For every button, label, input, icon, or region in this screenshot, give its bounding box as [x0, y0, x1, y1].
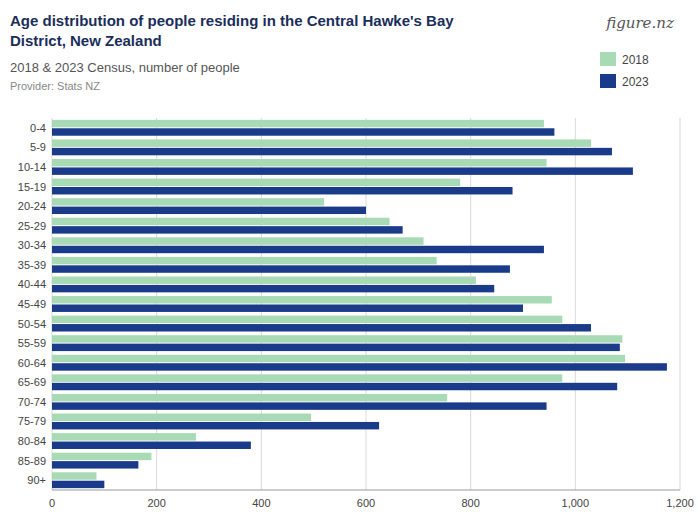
- bar: [52, 394, 447, 401]
- bar: [52, 316, 562, 323]
- chart: Age distribution of people residing in t…: [0, 0, 700, 525]
- bar: [52, 433, 196, 440]
- provider-note: Provider: Stats NZ: [10, 80, 100, 92]
- category-label: 85-89: [18, 455, 46, 467]
- legend-label: 2023: [622, 75, 649, 89]
- bars: [52, 120, 667, 488]
- bar: [52, 304, 523, 311]
- category-label: 35-39: [18, 259, 46, 271]
- bar: [52, 383, 617, 390]
- bar: [52, 207, 366, 214]
- bar: [52, 276, 476, 283]
- brand-note: figure.nz: [605, 14, 674, 32]
- bar: [52, 148, 612, 155]
- bar: [52, 414, 311, 421]
- x-tick-label: 400: [252, 497, 270, 509]
- legend: 2018 2023: [600, 52, 649, 89]
- legend-label: 2018: [622, 53, 649, 67]
- category-label: 5-9: [30, 141, 46, 153]
- bar: [52, 363, 667, 370]
- bar: [52, 128, 554, 135]
- title: Age distribution of people residing in t…: [10, 12, 454, 49]
- bar: [52, 374, 562, 381]
- value-axis-line: [52, 490, 680, 491]
- category-label: 25-29: [18, 220, 46, 232]
- bar: [52, 324, 591, 331]
- bar: [52, 218, 390, 225]
- category-label: 90+: [27, 474, 46, 486]
- x-tick-label: 0: [49, 497, 55, 509]
- bar: [52, 265, 510, 272]
- category-label: 45-49: [18, 298, 46, 310]
- x-tick-label: 600: [357, 497, 375, 509]
- bar: [52, 159, 547, 166]
- category-label: 15-19: [18, 181, 46, 193]
- bar: [52, 237, 424, 244]
- bar: [52, 296, 552, 303]
- bar: [52, 285, 494, 292]
- category-label: 10-14: [18, 161, 46, 173]
- x-tick-label: 200: [147, 497, 165, 509]
- bar: [52, 442, 251, 449]
- legend-swatch: [600, 52, 616, 66]
- bar: [52, 257, 437, 264]
- category-label: 65-69: [18, 376, 46, 388]
- bar: [52, 402, 547, 409]
- bar: [52, 198, 324, 205]
- axes: 0 200 400 600 800 1,000 1,200 0-4 5-9 10-14 15-19 2…: [18, 118, 694, 509]
- legend-swatch: [600, 74, 616, 88]
- bar: [52, 139, 591, 146]
- bar: [52, 422, 379, 429]
- bar: [52, 187, 513, 194]
- category-label: 75-79: [18, 415, 46, 427]
- category-label: 80-84: [18, 435, 46, 447]
- bar: [52, 481, 104, 488]
- x-tick-label: 1,200: [666, 497, 694, 509]
- grid-line: [680, 118, 681, 490]
- category-label: 70-74: [18, 396, 46, 408]
- category-label: 60-64: [18, 357, 46, 369]
- category-label: 40-44: [18, 278, 46, 290]
- x-tick-label: 1,000: [562, 497, 590, 509]
- bar: [52, 335, 622, 342]
- category-label: 55-59: [18, 337, 46, 349]
- bar: [52, 344, 620, 351]
- x-tick-label: 800: [461, 497, 479, 509]
- bar: [52, 453, 151, 460]
- bar: [52, 226, 403, 233]
- category-label: 0-4: [30, 122, 46, 134]
- subtitle: 2018 & 2023 Census, number of people: [10, 60, 240, 75]
- bar: [52, 355, 625, 362]
- category-label: 50-54: [18, 318, 46, 330]
- bar: [52, 461, 138, 468]
- bar: [52, 120, 544, 127]
- bar: [52, 179, 460, 186]
- bar: [52, 167, 633, 174]
- bar: [52, 246, 544, 253]
- category-label: 20-24: [18, 200, 46, 212]
- category-label: 30-34: [18, 239, 46, 251]
- bar: [52, 472, 96, 479]
